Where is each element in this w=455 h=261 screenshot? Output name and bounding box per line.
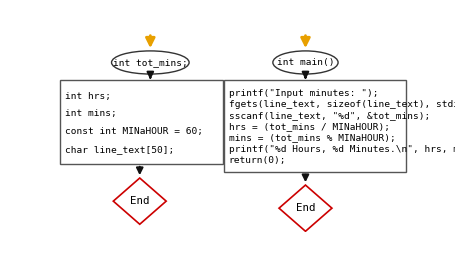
Bar bbox=[61, 80, 222, 164]
Text: fgets(line_text, sizeof(line_text), stdin);: fgets(line_text, sizeof(line_text), stdi… bbox=[228, 100, 455, 109]
Text: const int MINaHOUR = 60;: const int MINaHOUR = 60; bbox=[65, 127, 202, 136]
Polygon shape bbox=[279, 185, 332, 231]
Polygon shape bbox=[113, 178, 166, 224]
Text: mins = (tot_mins % MINaHOUR);: mins = (tot_mins % MINaHOUR); bbox=[228, 133, 395, 143]
Text: End: End bbox=[296, 203, 315, 213]
Text: char line_text[50];: char line_text[50]; bbox=[65, 145, 174, 154]
Ellipse shape bbox=[111, 51, 189, 74]
Text: int tot_mins;: int tot_mins; bbox=[113, 58, 188, 67]
Text: sscanf(line_text, "%d", &tot_mins);: sscanf(line_text, "%d", &tot_mins); bbox=[228, 111, 430, 120]
Text: int hrs;: int hrs; bbox=[65, 92, 111, 101]
Bar bbox=[224, 80, 406, 172]
Text: printf("Input minutes: ");: printf("Input minutes: "); bbox=[228, 89, 378, 98]
Ellipse shape bbox=[273, 51, 338, 74]
Text: int mins;: int mins; bbox=[65, 109, 116, 118]
Text: int main(): int main() bbox=[277, 58, 334, 67]
Text: End: End bbox=[130, 196, 150, 206]
Text: return(0);: return(0); bbox=[228, 156, 286, 165]
Text: printf("%d Hours, %d Minutes.\n", hrs, mins);: printf("%d Hours, %d Minutes.\n", hrs, m… bbox=[228, 145, 455, 154]
Text: hrs = (tot_mins / MINaHOUR);: hrs = (tot_mins / MINaHOUR); bbox=[228, 122, 389, 131]
